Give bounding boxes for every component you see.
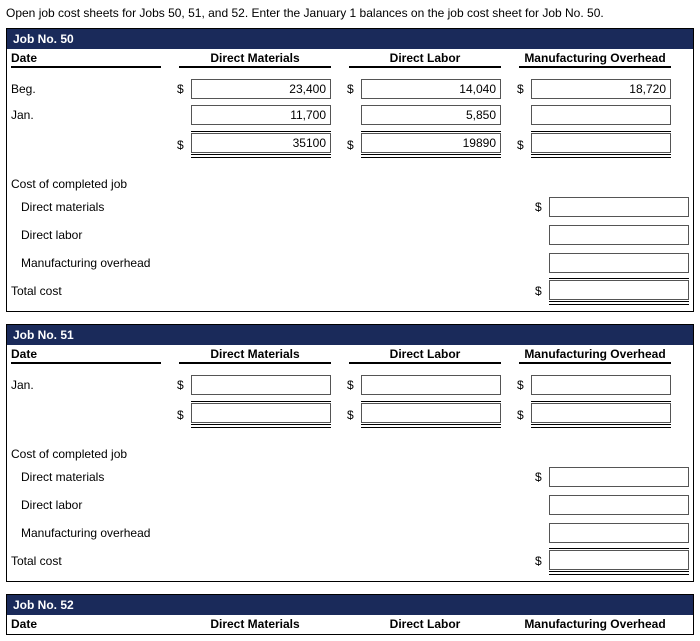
dollar-sign — [517, 108, 531, 122]
job51-total-moh-input[interactable] — [531, 403, 671, 423]
dollar-sign: $ — [177, 138, 191, 152]
job50-row-beg: Beg. $ $ $ — [7, 76, 693, 102]
job51-row-total: $ $ $ — [7, 398, 693, 431]
job50-completed-moh-input[interactable] — [549, 253, 689, 273]
job50-beg-dl-input[interactable] — [361, 79, 501, 99]
label-direct-labor: Direct labor — [11, 228, 519, 242]
label-total-cost: Total cost — [11, 554, 519, 568]
label-direct-materials: Direct materials — [11, 470, 519, 484]
job51-completed-moh-row: Manufacturing overhead — [11, 519, 689, 547]
cost-completed-label: Cost of completed job — [7, 171, 693, 193]
job50-total-cost-input[interactable] — [549, 280, 689, 300]
dollar-sign — [347, 108, 361, 122]
col-manufacturing-overhead: Manufacturing Overhead — [519, 51, 671, 68]
job52-header: Job No. 52 — [7, 595, 693, 615]
job52-block: Job No. 52 Date Direct Materials Direct … — [6, 594, 694, 635]
col-direct-materials: Direct Materials — [179, 347, 331, 364]
dollar-sign: $ — [517, 138, 531, 152]
dollar-sign — [535, 498, 549, 512]
job50-beg-dm-input[interactable] — [191, 79, 331, 99]
job50-jan-moh-input[interactable] — [531, 105, 671, 125]
job51-header: Job No. 51 — [7, 325, 693, 345]
job50-total-moh-input[interactable] — [531, 133, 671, 153]
dollar-sign: $ — [535, 284, 549, 298]
instruction-text: Open job cost sheets for Jobs 50, 51, an… — [6, 6, 694, 20]
dollar-sign: $ — [535, 554, 549, 568]
job50-completed-dm-row: Direct materials $ — [11, 193, 689, 221]
job50-row-total: $ $ $ — [7, 128, 693, 161]
job51-row-jan: Jan. $ $ $ — [7, 372, 693, 398]
job50-jan-dl-input[interactable] — [361, 105, 501, 125]
dollar-sign: $ — [347, 82, 361, 96]
label-direct-materials: Direct materials — [11, 200, 519, 214]
row-label: Jan. — [11, 108, 161, 122]
dollar-sign: $ — [517, 82, 531, 96]
col-direct-materials: Direct Materials — [179, 51, 331, 68]
dollar-sign: $ — [517, 378, 531, 392]
label-total-cost: Total cost — [11, 284, 519, 298]
job51-total-dm-input[interactable] — [191, 403, 331, 423]
job50-jan-dm-input[interactable] — [191, 105, 331, 125]
job50-total-dl-input[interactable] — [361, 133, 501, 153]
job50-completed-dm-input[interactable] — [549, 197, 689, 217]
job51-column-headers: Date Direct Materials Direct Labor Manuf… — [7, 345, 693, 366]
dollar-sign: $ — [535, 470, 549, 484]
job51-total-dl-input[interactable] — [361, 403, 501, 423]
dollar-sign: $ — [177, 82, 191, 96]
label-direct-labor: Direct labor — [11, 498, 519, 512]
job51-completed-dl-row: Direct labor — [11, 491, 689, 519]
job50-beg-moh-input[interactable] — [531, 79, 671, 99]
dollar-sign: $ — [535, 200, 549, 214]
dollar-sign — [535, 526, 549, 540]
job51-completed-moh-input[interactable] — [549, 523, 689, 543]
job51-total-cost-input[interactable] — [549, 550, 689, 570]
dollar-sign: $ — [347, 378, 361, 392]
job50-total-dm-input[interactable] — [191, 133, 331, 153]
row-label: Beg. — [11, 82, 161, 96]
cost-completed-label: Cost of completed job — [7, 441, 693, 463]
job51-block: Job No. 51 Date Direct Materials Direct … — [6, 324, 694, 582]
job50-completed-dl-row: Direct labor — [11, 221, 689, 249]
col-direct-labor: Direct Labor — [349, 51, 501, 68]
job51-total-cost-row: Total cost $ — [11, 547, 689, 575]
job50-completed-dl-input[interactable] — [549, 225, 689, 245]
job50-header: Job No. 50 — [7, 29, 693, 49]
job51-jan-dm-input[interactable] — [191, 375, 331, 395]
row-label: Jan. — [11, 378, 161, 392]
dollar-sign: $ — [347, 408, 361, 422]
dollar-sign: $ — [177, 378, 191, 392]
label-manufacturing-overhead: Manufacturing overhead — [11, 256, 519, 270]
dollar-sign: $ — [517, 408, 531, 422]
job51-jan-dl-input[interactable] — [361, 375, 501, 395]
job50-row-jan: Jan. — [7, 102, 693, 128]
col-direct-labor: Direct Labor — [349, 347, 501, 364]
dollar-sign — [535, 256, 549, 270]
job51-completed-dl-input[interactable] — [549, 495, 689, 515]
col-date: Date — [11, 51, 161, 68]
job51-jan-moh-input[interactable] — [531, 375, 671, 395]
dollar-sign: $ — [177, 408, 191, 422]
col-manufacturing-overhead: Manufacturing Overhead — [519, 347, 671, 364]
dollar-sign: $ — [347, 138, 361, 152]
job50-total-cost-row: Total cost $ — [11, 277, 689, 305]
label-manufacturing-overhead: Manufacturing overhead — [11, 526, 519, 540]
job51-completed-dm-row: Direct materials $ — [11, 463, 689, 491]
job50-column-headers: Date Direct Materials Direct Labor Manuf… — [7, 49, 693, 70]
job50-completed-moh-row: Manufacturing overhead — [11, 249, 689, 277]
job50-block: Job No. 50 Date Direct Materials Direct … — [6, 28, 694, 312]
dollar-sign — [177, 108, 191, 122]
col-date: Date — [11, 347, 161, 364]
job51-completed-dm-input[interactable] — [549, 467, 689, 487]
dollar-sign — [535, 228, 549, 242]
